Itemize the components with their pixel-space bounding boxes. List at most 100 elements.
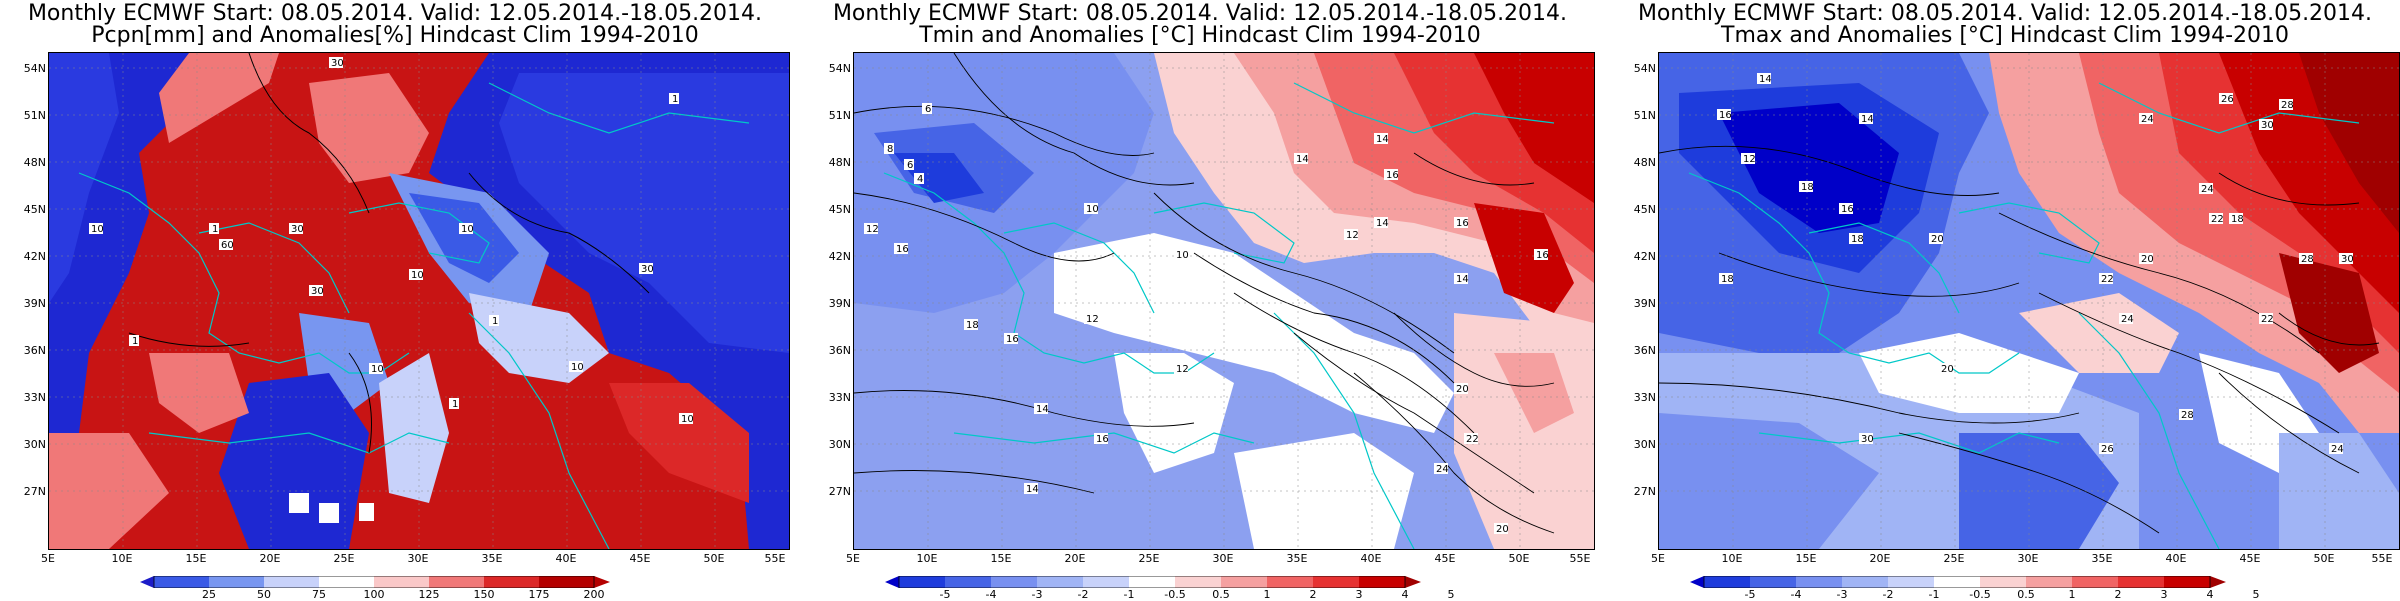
- lat-tick: 39N: [828, 297, 851, 310]
- colorbar-label: 0.5: [1212, 588, 1230, 601]
- lon-tick: 5E: [846, 552, 860, 565]
- lat-tick: 42N: [1633, 250, 1656, 263]
- colorbar-label: -4: [985, 588, 997, 601]
- lat-tick: 33N: [1633, 391, 1656, 404]
- contour-label: 16: [1006, 334, 1019, 345]
- lon-tick: 50E: [2313, 552, 2335, 565]
- contour-label: 26: [2101, 444, 2114, 455]
- panel-title: Monthly ECMWF Start: 08.05.2014. Valid: …: [832, 1, 1568, 26]
- colorbar-label: -3: [1836, 588, 1848, 601]
- contour-label: 10: [371, 364, 384, 375]
- contour-label: 24: [2121, 314, 2134, 325]
- tmax-panel: Monthly ECMWF Start: 08.05.2014. Valid: …: [1610, 0, 2400, 601]
- precip-panel: Monthly ECMWF Start: 08.05.2014. Valid: …: [0, 0, 790, 601]
- contour-label: 24: [1436, 464, 1449, 475]
- contour-label: 30: [2261, 120, 2274, 131]
- contour-label: 14: [1456, 274, 1469, 285]
- lon-tick: 20E: [259, 552, 281, 565]
- colorbar-label: 2: [1309, 588, 1317, 601]
- contour-label: 28: [2301, 254, 2314, 265]
- contour-label: 30: [641, 264, 654, 275]
- contour-label: 8: [887, 144, 893, 155]
- contour-label: 28: [2181, 410, 2194, 421]
- contour-label: 26: [2221, 94, 2234, 105]
- lon-tick: 40E: [2165, 552, 2187, 565]
- panel-title: Monthly ECMWF Start: 08.05.2014. Valid: …: [1637, 1, 2373, 26]
- panel-subtitle: Tmax and Anomalies [°C] Hindcast Clim 19…: [1721, 23, 2289, 48]
- contour-label: 22: [2261, 314, 2274, 325]
- panel-subtitle: Pcpn[mm] and Anomalies[%] Hindcast Clim …: [91, 23, 699, 48]
- lat-tick: 30N: [1633, 438, 1656, 451]
- colorbar-label: -1: [1928, 588, 1940, 601]
- contour-label: 14: [1036, 404, 1049, 415]
- tmax-map-svg: 14 16 14 12 18 16 18 20 18 24 26 28 30 2…: [1659, 53, 2399, 549]
- contour-label: 22: [2101, 274, 2114, 285]
- lon-tick: 10E: [111, 552, 133, 565]
- lon-tick: 45E: [629, 552, 651, 565]
- contour-label: 10: [411, 270, 424, 281]
- contour-label: 1: [212, 224, 218, 235]
- lon-tick: 30E: [1212, 552, 1234, 565]
- lat-tick: 36N: [828, 344, 851, 357]
- colorbar: [140, 576, 610, 588]
- lat-tick: 48N: [1633, 156, 1656, 169]
- lat-tick: 54N: [1633, 62, 1656, 75]
- lat-tick: 30N: [828, 438, 851, 451]
- panel-title: Monthly ECMWF Start: 08.05.2014. Valid: …: [27, 1, 763, 26]
- contour-label: 1: [492, 316, 498, 327]
- lat-tick: 51N: [1633, 109, 1656, 122]
- lat-tick: 33N: [23, 391, 46, 404]
- contour-label: 20: [1496, 524, 1509, 535]
- contour-label: 1: [672, 94, 678, 105]
- lon-tick: 15E: [1795, 552, 1817, 565]
- contour-label: 16: [1536, 250, 1549, 261]
- contour-label: 30: [1861, 434, 1874, 445]
- contour-label: 1: [452, 399, 458, 410]
- contour-label: 10: [1086, 204, 1099, 215]
- lon-tick: 50E: [703, 552, 725, 565]
- contour-label: 14: [1376, 218, 1389, 229]
- colorbar-label: 100: [363, 588, 385, 601]
- colorbar-label: -0.5: [1969, 588, 1991, 601]
- contour-label: 6: [925, 104, 931, 115]
- tmin-map: 6 8 6 4 12 10 16 14 14 16 12 14 14 16 16…: [853, 52, 1595, 550]
- lat-tick: 42N: [23, 250, 46, 263]
- lat-tick: 54N: [828, 62, 851, 75]
- contour-label: 18: [1851, 234, 1864, 245]
- tmin-panel: Monthly ECMWF Start: 08.05.2014. Valid: …: [805, 0, 1595, 601]
- lat-tick: 39N: [23, 297, 46, 310]
- contour-label: 16: [896, 244, 909, 255]
- contour-label: 14: [1759, 74, 1772, 85]
- contour-label: 10: [91, 224, 104, 235]
- colorbar-label: 25: [202, 588, 216, 601]
- contour-label: 18: [1801, 182, 1814, 193]
- contour-label: 30: [331, 58, 344, 69]
- colorbar-label: -5: [939, 588, 951, 601]
- contour-label: 10: [1176, 250, 1189, 261]
- lat-tick: 39N: [1633, 297, 1656, 310]
- contour-label: 12: [866, 224, 879, 235]
- contour-label: 18: [1721, 274, 1734, 285]
- lat-tick: 36N: [1633, 344, 1656, 357]
- lon-tick: 50E: [1508, 552, 1530, 565]
- contour-label: 16: [1096, 434, 1109, 445]
- colorbar-label: 200: [583, 588, 605, 601]
- contour-label: 10: [571, 362, 584, 373]
- colorbar: [1690, 576, 2226, 588]
- lon-tick: 25E: [1943, 552, 1965, 565]
- contour-label: 16: [1456, 218, 1469, 229]
- colorbar-label: -1: [1123, 588, 1135, 601]
- contour-label: 12: [1176, 364, 1189, 375]
- contour-label: 20: [1941, 364, 1954, 375]
- colorbar-label: -2: [1077, 588, 1089, 601]
- contour-label: 10: [681, 414, 694, 425]
- lon-tick: 10E: [1721, 552, 1743, 565]
- colorbar-label: 1: [1263, 588, 1271, 601]
- colorbar-label: 4: [2206, 588, 2214, 601]
- contour-label: 24: [2201, 184, 2214, 195]
- contour-label: 14: [1861, 114, 1874, 125]
- contour-label: 14: [1376, 134, 1389, 145]
- lon-tick: 25E: [333, 552, 355, 565]
- lon-tick: 40E: [555, 552, 577, 565]
- contour-label: 20: [1456, 384, 1469, 395]
